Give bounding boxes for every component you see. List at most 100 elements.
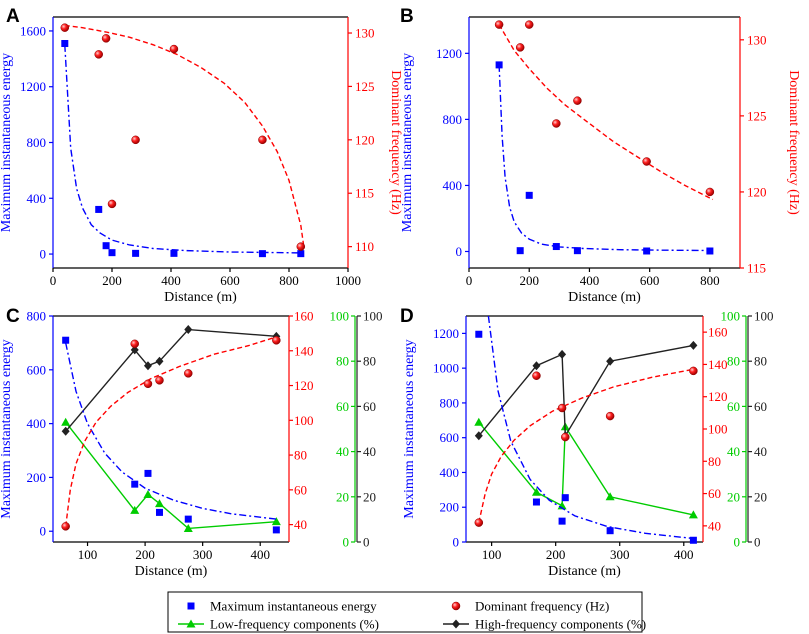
frequency-point — [184, 369, 193, 378]
y-axis-frequency-tick-label: 125 — [355, 79, 375, 94]
high-frequency-point — [474, 431, 483, 441]
frequency-point — [642, 157, 651, 166]
panel-a: 0 200 400 600 800 1000 Distance (m) 0 400 800 1200… — [0, 16, 403, 305]
x-tick-label: 200 — [546, 547, 566, 562]
x-tick-label: 400 — [161, 273, 181, 288]
energy-point — [144, 469, 152, 477]
energy-fit-curve — [65, 342, 277, 520]
y-axis-energy-title: Maximum instantaneous energy — [402, 339, 417, 518]
low-frequency-point — [143, 490, 153, 499]
y-axis-energy-tick-label: 1200 — [436, 46, 462, 61]
frequency-point — [155, 376, 164, 385]
y-axis-frequency-tick-label: 125 — [747, 108, 767, 123]
legend-item: Maximum instantaneous energy — [187, 599, 377, 614]
legend-low-marker — [186, 619, 196, 628]
energy-point — [689, 536, 697, 544]
frequency-point — [515, 43, 525, 52]
x-tick-label: 400 — [580, 273, 600, 288]
frequency-point — [573, 96, 582, 105]
y-axis-frequency-tick-label: 115 — [355, 186, 374, 201]
energy-point — [131, 480, 139, 488]
frequency-point — [61, 522, 70, 531]
panel-d-label: D — [400, 306, 414, 327]
high-frequency-series-line — [478, 344, 694, 439]
low-frequency-point — [183, 523, 193, 532]
x-axis-title: Distance (m) — [135, 564, 208, 579]
frequency-point — [169, 44, 179, 54]
y-axis-energy-tick-label: 0 — [456, 244, 463, 259]
y-axis-frequency-tick-label: 40 — [708, 518, 721, 533]
high-frequency-point — [61, 426, 70, 436]
y-axis-high-frequency-tick-label: 40 — [754, 444, 767, 459]
y-axis-high-frequency-tick-label: 60 — [754, 399, 767, 414]
frequency-fit-curve — [64, 24, 305, 247]
frequency-point — [561, 432, 570, 442]
y-axis-energy-tick-label: 0 — [453, 535, 460, 550]
panel-b-label: B — [400, 6, 414, 27]
low-frequency-point — [474, 417, 484, 426]
y-axis-energy-tick-label: 800 — [27, 309, 47, 324]
y-axis-frequency-title: Dominant frequency (Hz) — [388, 70, 403, 215]
energy-point — [132, 249, 140, 257]
energy-point — [258, 250, 266, 258]
y-axis-low-frequency-tick-label: 60 — [336, 399, 349, 414]
y-axis-high-frequency-tick-label: 0 — [363, 535, 370, 550]
energy-point — [184, 515, 192, 523]
y-axis-energy-tick-label: 1000 — [433, 361, 459, 376]
frequency-point — [474, 518, 484, 527]
x-axis-title: Distance (m) — [164, 290, 237, 305]
frequency-fit-curve — [478, 368, 694, 523]
frequency-point — [94, 50, 103, 59]
y-axis-high-frequency-tick-label: 40 — [363, 444, 376, 459]
y-axis-energy-tick-label: 600 — [440, 430, 460, 445]
energy-point — [573, 247, 581, 255]
x-tick-label: 1000 — [335, 273, 361, 288]
legend-label: High-frequency components (%) — [475, 617, 646, 632]
y-axis-energy-tick-label: 400 — [443, 178, 463, 193]
y-axis-low-frequency-tick-label: 40 — [727, 444, 740, 459]
frequency-point — [552, 119, 561, 128]
high-frequency-point — [130, 345, 139, 355]
low-frequency-point — [130, 505, 140, 514]
y-axis-energy-tick-label: 400 — [27, 191, 47, 206]
x-tick-label: 0 — [466, 273, 473, 288]
energy-point — [643, 247, 651, 255]
y-axis-high-frequency-tick-label: 80 — [363, 354, 376, 369]
y-axis-energy-title: Maximum instantaneous energy — [0, 339, 14, 518]
frequency-point — [272, 336, 281, 345]
frequency-point — [130, 339, 139, 349]
x-tick-label: 800 — [700, 273, 720, 288]
y-axis-high-frequency-tick-label: 100 — [754, 309, 774, 324]
y-axis-frequency-tick-label: 100 — [708, 422, 728, 437]
high-frequency-point — [532, 361, 541, 371]
low-frequency-series-line — [65, 421, 277, 530]
y-axis-low-frequency-tick-label: 40 — [336, 444, 349, 459]
frequency-fit-curve — [65, 336, 277, 527]
y-axis-low-frequency-tick-label: 0 — [734, 535, 741, 550]
energy-point — [61, 39, 69, 47]
y-axis-high-frequency-tick-label: 20 — [363, 489, 376, 504]
y-axis-high-frequency-tick-label: 80 — [754, 354, 767, 369]
y-axis-energy-tick-label: 1600 — [20, 23, 46, 38]
high-frequency-point — [689, 340, 698, 350]
x-tick-label: 600 — [220, 273, 240, 288]
y-axis-frequency-tick-label: 140 — [708, 357, 728, 372]
legend-item: Low-frequency components (%) — [178, 617, 379, 632]
frequency-point — [107, 199, 117, 209]
frequency-point — [296, 242, 306, 251]
y-axis-energy-tick-label: 1200 — [20, 79, 46, 94]
energy-point — [495, 61, 503, 69]
legend-label: Dominant frequency (Hz) — [475, 599, 609, 614]
y-axis-frequency-tick-label: 100 — [294, 413, 314, 428]
frequency-point — [258, 135, 267, 145]
y-axis-frequency-tick-label: 80 — [294, 448, 307, 463]
x-tick-label: 600 — [640, 273, 660, 288]
y-axis-energy-tick-label: 200 — [440, 500, 460, 515]
frequency-point — [60, 23, 70, 32]
energy-point — [62, 336, 70, 344]
energy-point — [525, 191, 533, 199]
energy-point — [561, 494, 569, 502]
